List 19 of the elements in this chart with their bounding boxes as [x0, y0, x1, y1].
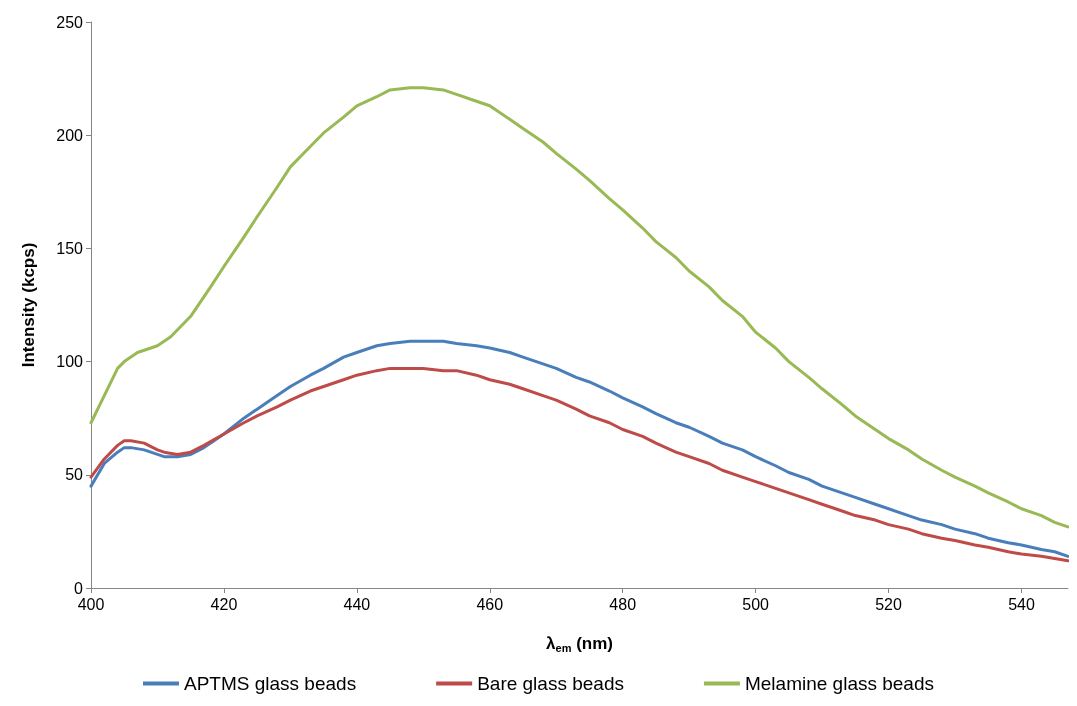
x-tick-label: 540 — [1008, 595, 1035, 613]
y-tick-label: 50 — [65, 466, 84, 484]
y-tick-label: 250 — [56, 13, 84, 31]
y-axis-title: Intensity (kcps) — [19, 242, 38, 368]
y-tick-label: 200 — [56, 126, 84, 144]
x-tick-label: 520 — [875, 595, 902, 613]
legend-label: APTMS glass beads — [184, 673, 357, 694]
y-tick-label: 100 — [56, 353, 84, 371]
x-tick-label: 460 — [476, 595, 504, 613]
y-tick-label: 150 — [56, 239, 84, 257]
legend-label: Melamine glass beads — [744, 673, 934, 694]
y-tick-label: 0 — [74, 579, 84, 597]
x-tick-label: 420 — [210, 595, 238, 613]
x-tick-label: 440 — [343, 595, 371, 613]
legend-label: Bare glass beads — [477, 673, 624, 694]
x-tick-label: 500 — [742, 595, 770, 613]
x-tick-label: 480 — [609, 595, 637, 613]
line-series — [89, 86, 1069, 529]
x-tick-label: 400 — [77, 595, 105, 613]
